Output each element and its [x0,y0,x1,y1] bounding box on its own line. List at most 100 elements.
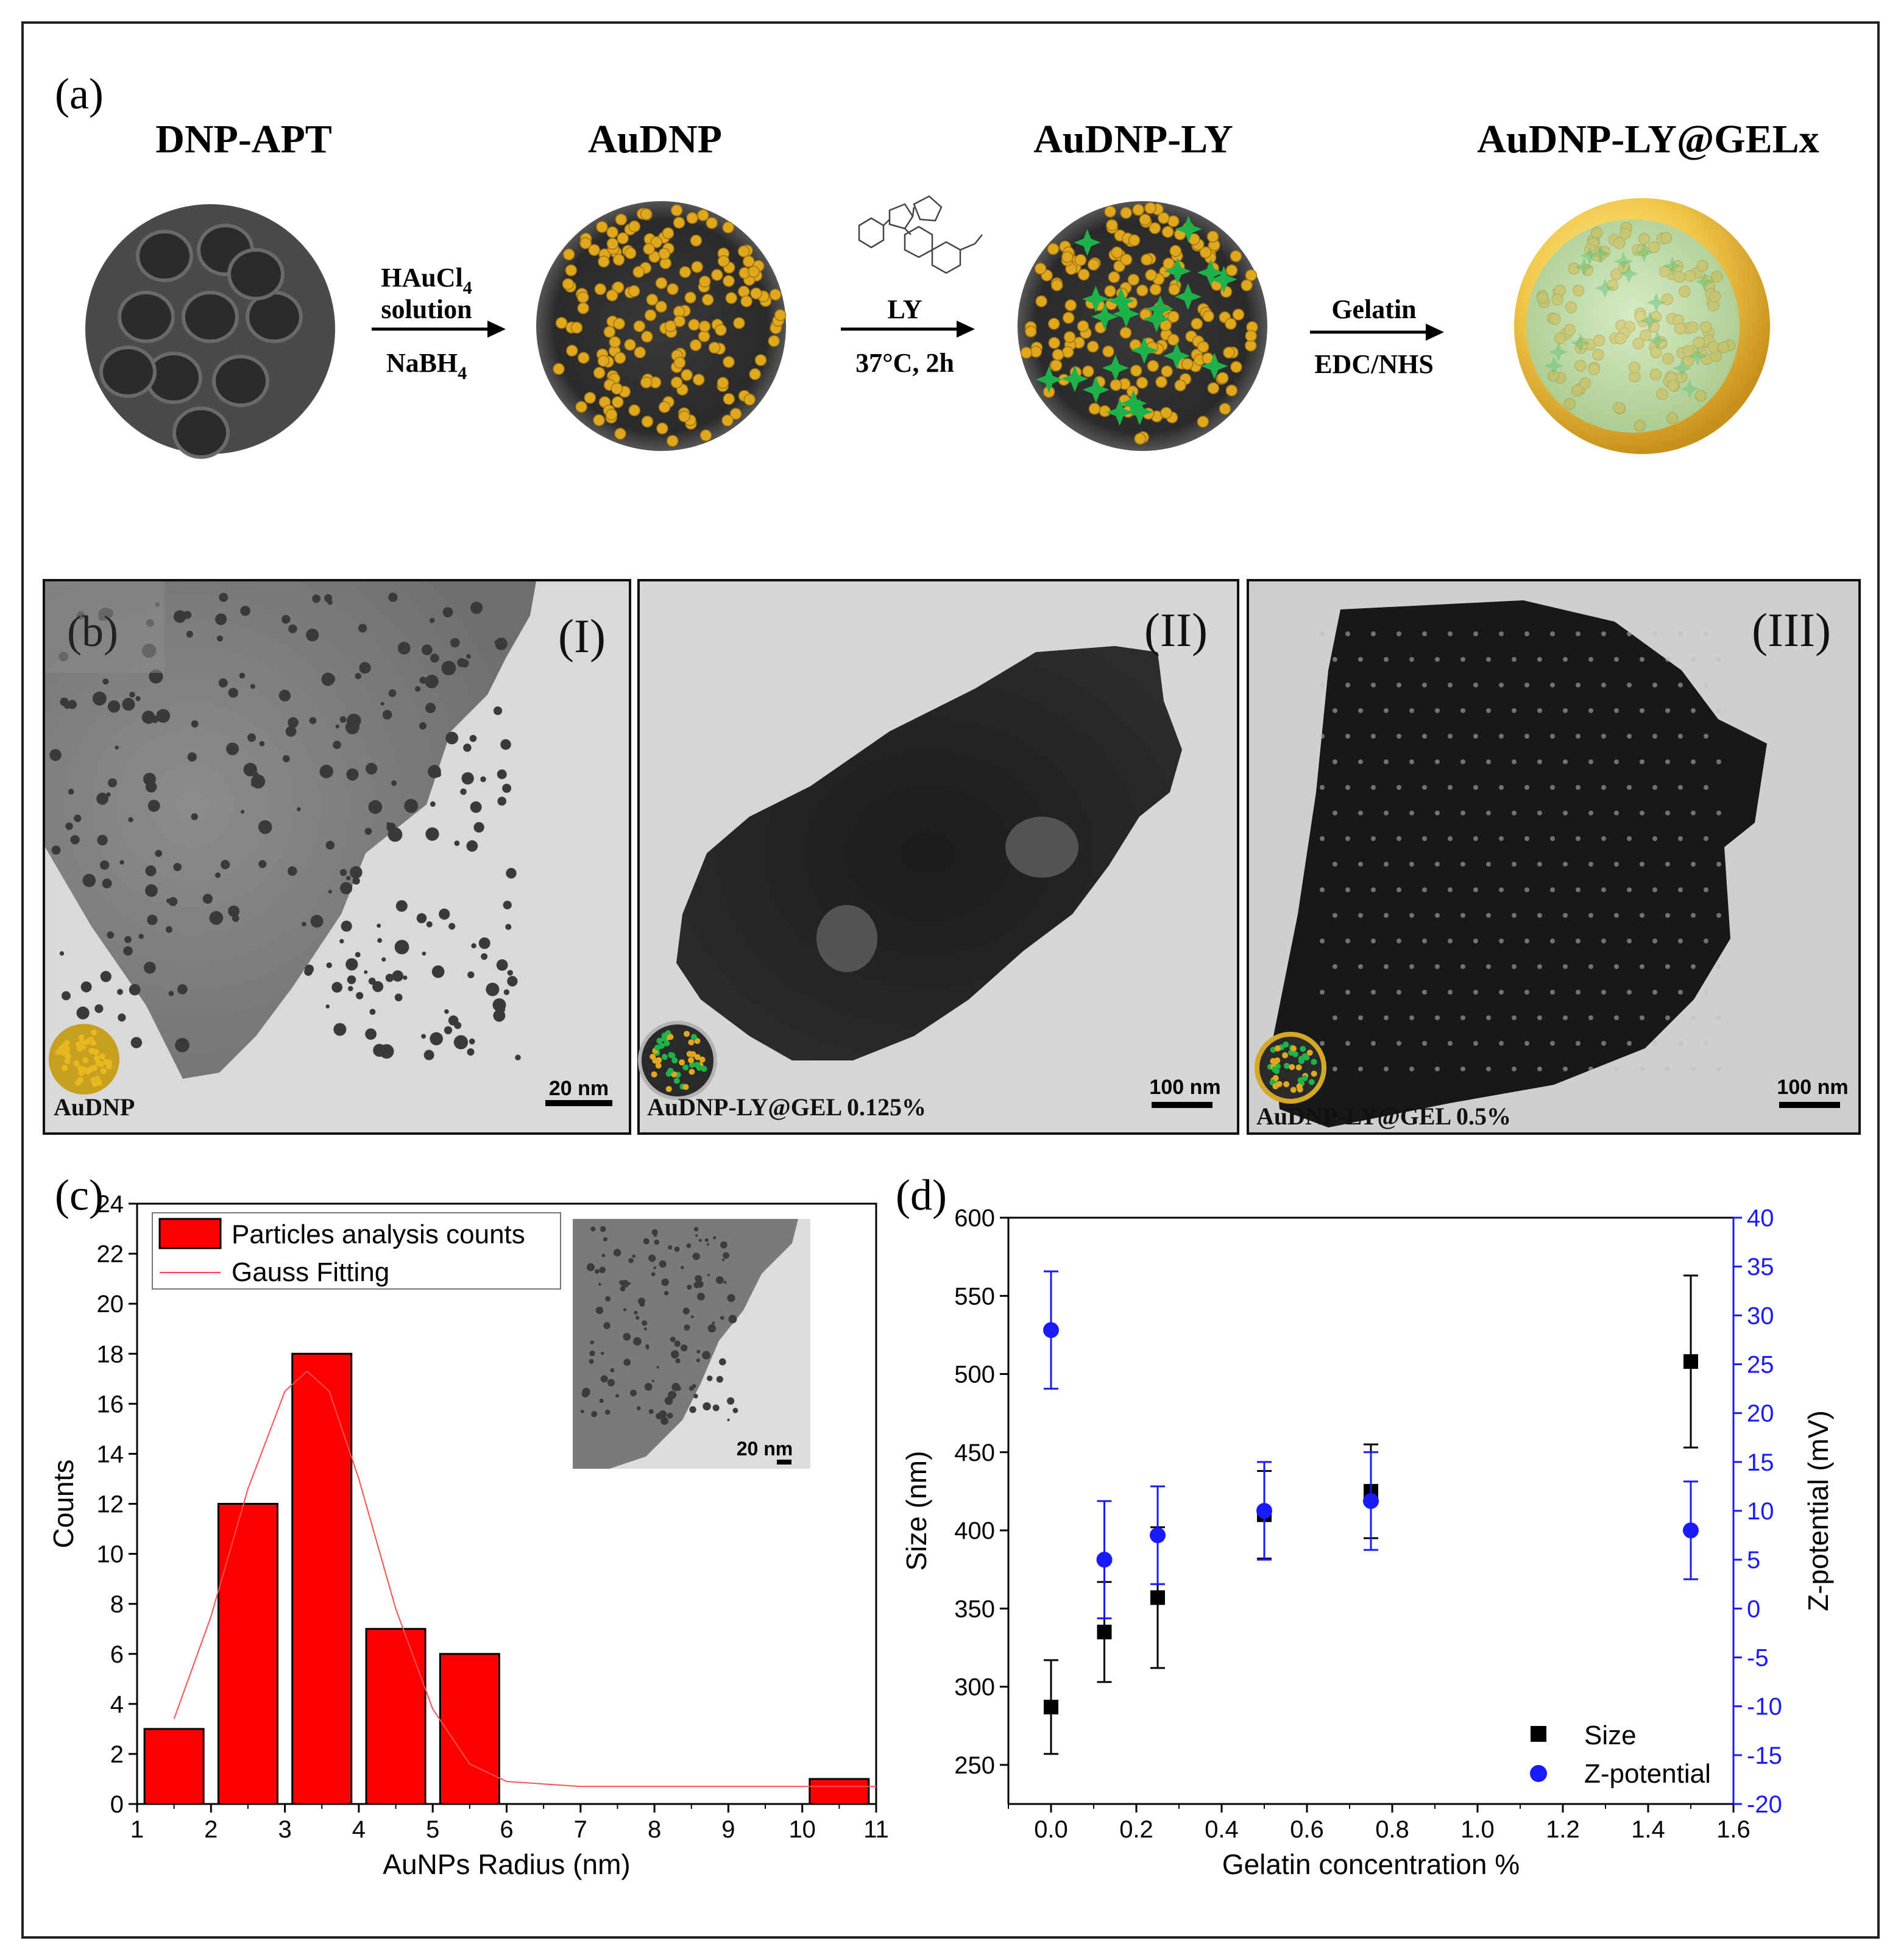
tem-pore [1652,990,1657,995]
gold-nanoparticle [1629,370,1641,383]
gold-nanoparticle [1660,232,1673,244]
gold-nanoparticle [640,376,653,389]
gold-nanoparticle [1702,327,1715,339]
tem-pore [1652,1041,1657,1046]
thumbnail-dot [1311,1059,1317,1065]
gold-nanoparticle [1207,382,1220,394]
tem-particle [421,644,433,656]
tem-pore [1640,657,1644,662]
tem-pore [1563,657,1568,662]
gold-nanoparticle [1667,379,1679,392]
tem-pore [1409,964,1414,969]
tem-pore [1576,785,1581,790]
thumbnail-dot [75,1079,82,1086]
tem-pore [1358,1015,1363,1020]
tem-particle [82,873,96,887]
gold-nanoparticle [711,269,723,281]
tem-particle [123,946,133,956]
tem-particle [129,691,135,698]
x-tick-label: 9 [721,1816,735,1843]
tem-pore [1473,785,1478,790]
tem-particle [304,967,313,976]
tem-particle [319,764,333,778]
tem-pore [1473,990,1478,995]
pore-shape [136,230,193,282]
gold-nanoparticle [1144,202,1156,215]
inset-particle [661,1278,669,1287]
gold-nanoparticle [1560,328,1572,340]
gold-nanoparticle [613,318,625,330]
thumbnail-dot [78,1034,85,1041]
x-tick-label: 1 [130,1816,144,1843]
histogram-bar [217,1503,278,1805]
tem-pore [1576,887,1581,892]
gold-nanoparticle [555,317,568,329]
tem-pore [1371,785,1376,790]
gold-nanoparticle [1167,333,1180,346]
panel-d-scatter: (d) 0.0 0.2 0.4 0.6 0.8 1.0 1.2 1.4 1.6250300350… [896,1171,1834,1880]
tem-pore [1358,811,1363,815]
gold-nanoparticle [1120,207,1132,219]
arrow-step-1: HAuCl4 solution NaBH4 [372,263,506,383]
tem-pore [1588,759,1593,764]
tem-pore [1537,913,1542,918]
tem-particle [450,637,460,648]
inset-particle [716,1376,723,1383]
thumbnail-dot [682,1084,689,1090]
thumbnail-dot [94,1055,101,1062]
tem-pore [1499,785,1504,790]
tem-pore [1537,1015,1542,1020]
gold-nanoparticle [1706,296,1719,308]
tem-pore [1614,708,1619,713]
tem-particle [218,678,228,688]
tem-particle [423,1049,434,1060]
gold-nanoparticle [1724,339,1736,352]
gold-nanoparticle [1161,225,1174,238]
x-tick-label: 8 [648,1816,661,1843]
tem-pore [1486,1015,1491,1020]
tem-particle [96,792,108,805]
drug-molecule-star [1634,243,1654,263]
tem-pore [1678,939,1683,943]
tem-pore [1460,862,1465,867]
gold-nanoparticle [722,221,735,233]
tem-pore [1333,759,1337,764]
inset-particle [594,1269,600,1274]
gold-nanoparticle [612,254,625,266]
y-tick-label: 18 [97,1341,124,1368]
gold-nanoparticle [1702,335,1715,347]
tem-particle [492,998,506,1012]
gold-nanoparticle [1608,233,1621,246]
tem-pore [1627,785,1632,790]
tem-pore [1524,785,1529,790]
gold-nanoparticle [1074,254,1087,266]
tem-particle [135,696,141,701]
tem-particle [377,938,383,943]
inset-particle [659,1260,667,1268]
tem-particle [115,745,119,750]
drug-molecule-star [1130,336,1158,364]
tem-particle [377,923,381,928]
inset-particle [712,1404,720,1411]
zeta-data-point [1150,1527,1166,1544]
gold-nanoparticle [1682,345,1694,357]
drug-molecule-star [1640,311,1660,331]
histogram-bar [143,1728,205,1805]
drug-molecule-star [1107,287,1135,314]
tem-pore [1333,964,1337,969]
y-right-tick-label: 0 [1747,1596,1760,1622]
gold-nanoparticle [1216,372,1229,384]
tem-particle [331,982,342,993]
tem-particle [145,781,157,793]
tem-particle [183,611,192,619]
tem-particle [502,783,512,793]
gold-nanoparticle [1230,250,1242,263]
gold-nanoparticle [1587,237,1599,250]
gold-nanoparticle [670,376,683,389]
drug-molecule-star [1164,257,1191,285]
inset-particle [692,1383,696,1388]
gold-nanoparticle [1025,325,1037,338]
tem-particle [439,908,450,920]
tem-pore [1499,887,1504,892]
tem-pore [1691,811,1696,815]
